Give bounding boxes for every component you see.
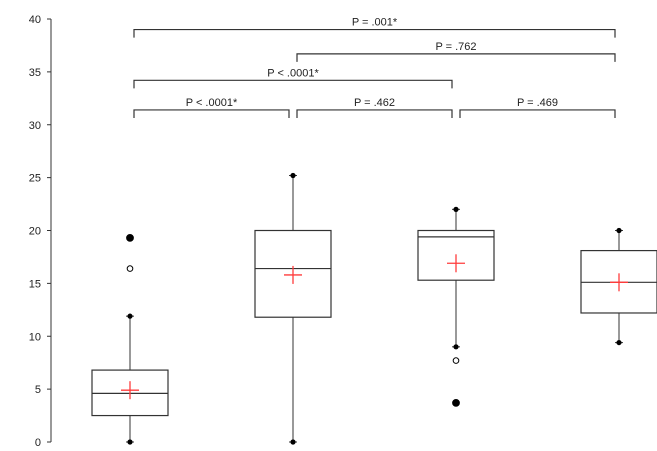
comparison-bracket-1: P < .0001* — [133, 97, 290, 118]
min-marker — [616, 339, 622, 346]
comparison-bracket-6: P = .001* — [133, 17, 616, 38]
y-axis: 0 5 10 15 20 25 30 35 40 — [29, 14, 52, 449]
p-value-label: P = .469 — [517, 97, 558, 109]
bracket-line — [296, 53, 616, 62]
p-value-label: P = .762 — [435, 41, 476, 53]
box-group-3 — [417, 206, 495, 407]
y-tick-label: 10 — [29, 331, 41, 343]
bracket-line — [133, 79, 453, 89]
bracket-line — [296, 109, 453, 118]
y-tick-label: 0 — [35, 437, 41, 449]
comparison-bracket-4: P < .0001* — [133, 67, 453, 89]
box-group-2 — [254, 172, 332, 445]
p-value-label: P < .0001* — [267, 67, 319, 79]
y-tick-label: 35 — [29, 67, 41, 79]
y-tick-label: 15 — [29, 278, 41, 290]
outlier-filled — [126, 234, 134, 242]
bracket-line — [459, 109, 616, 118]
outlier-open — [126, 265, 134, 272]
comparison-bracket-5: P = .762 — [296, 41, 616, 62]
y-tick-label: 30 — [29, 120, 41, 132]
y-tick-label: 25 — [29, 173, 41, 185]
outlier-filled — [452, 398, 460, 407]
bracket-line — [133, 28, 616, 38]
min-marker — [127, 439, 133, 445]
max-marker — [453, 206, 459, 212]
min-marker — [290, 439, 296, 445]
p-value-label: P = .001* — [352, 17, 398, 29]
box-group-4 — [580, 227, 657, 346]
y-tick-label: 20 — [29, 226, 41, 238]
max-marker — [290, 172, 296, 179]
max-marker — [616, 227, 622, 234]
min-marker — [453, 344, 459, 350]
bracket-line — [133, 109, 290, 118]
comparison-brackets: P < .0001* P = .462 P = .469 P < .0001* P = … — [133, 17, 616, 118]
comparison-bracket-3: P = .469 — [459, 97, 616, 118]
p-value-label: P < .0001* — [186, 97, 238, 109]
box-group-1 — [91, 234, 169, 445]
p-value-label: P = .462 — [354, 97, 395, 109]
y-tick-label: 40 — [29, 14, 41, 26]
box-plot-groups — [91, 172, 657, 445]
comparison-bracket-2: P = .462 — [296, 97, 453, 118]
max-marker — [127, 313, 133, 319]
y-tick-label: 5 — [35, 384, 41, 396]
outlier-open — [452, 357, 460, 364]
